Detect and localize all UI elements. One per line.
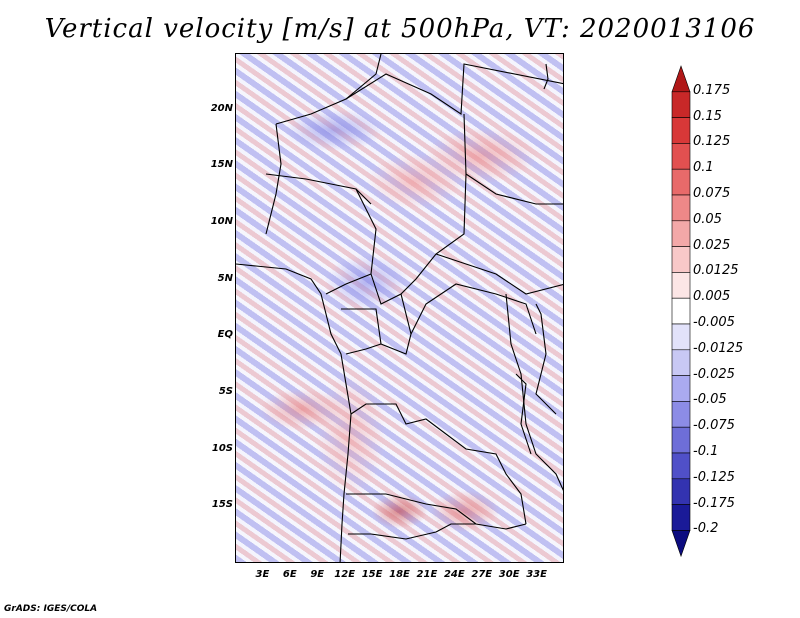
lat-label: 10S	[211, 442, 233, 454]
colorbar-label: 0.025	[693, 237, 731, 253]
colorbar-label: 0.175	[693, 82, 731, 98]
colorbar-label: 0.05	[693, 211, 722, 227]
colorbar-label: -0.05	[693, 392, 727, 408]
lon-label: 21E	[416, 569, 438, 580]
colorbar-label: 0.15	[693, 108, 722, 124]
lon-label: 33E	[526, 569, 547, 580]
colorbar-label: -0.025	[693, 366, 735, 382]
lat-label: 15N	[210, 159, 233, 171]
colorbar-segment	[671, 478, 691, 505]
lat-label: EQ	[217, 329, 233, 341]
colorbar-segment	[671, 143, 691, 170]
colorbar-label: -0.005	[693, 315, 735, 330]
colorbar-label: -0.075	[693, 418, 735, 434]
lon-label: 30E	[498, 569, 520, 580]
colorbar-label: -0.0125	[693, 340, 744, 356]
lon-label: 12E	[334, 569, 356, 580]
colorbar-segment	[671, 246, 691, 273]
colorbar-label: -0.125	[693, 469, 735, 485]
colorbar-segment	[671, 91, 691, 118]
colorbar-segment	[671, 65, 691, 93]
lon-label: 9E	[310, 569, 325, 580]
colorbar-label: -0.1	[693, 444, 719, 459]
colorbar-segment	[671, 426, 691, 454]
colorbar-segment	[671, 375, 691, 402]
colorbar-label: 0.005	[693, 289, 731, 305]
colorbar-label: 0.0125	[693, 263, 739, 279]
lat-label: 5S	[218, 386, 233, 397]
colorbar-label: 0.1	[693, 160, 714, 176]
colorbar-label: -0.175	[693, 495, 735, 511]
lon-label: 15E	[361, 569, 383, 580]
lat-label: 10N	[210, 216, 233, 227]
colorbar	[671, 65, 691, 558]
colorbar-segment	[671, 401, 691, 428]
colorbar-segment	[671, 504, 691, 531]
colorbar-segment	[671, 117, 691, 144]
lon-label: 6E	[282, 569, 297, 580]
colorbar-segment	[671, 297, 691, 325]
colorbar-segment	[671, 194, 691, 222]
colorbar-segment	[671, 323, 691, 351]
colorbar-segment	[671, 272, 691, 299]
colorbar-label: 0.125	[693, 134, 731, 150]
lon-label: 18E	[389, 569, 410, 580]
velocity-map[interactable]	[235, 53, 564, 563]
lon-label: 3E	[255, 569, 270, 580]
grads-credit: GrADS: IGES/COLA	[4, 604, 98, 614]
lon-label: 27E	[471, 569, 493, 580]
country-borders	[236, 54, 563, 562]
colorbar-segment	[671, 349, 691, 376]
colorbar-segment	[671, 530, 691, 558]
lat-label: 5N	[217, 272, 233, 284]
map-title: Vertical velocity [m/s] at 500hPa, VT: 2…	[44, 14, 756, 44]
colorbar-label: -0.2	[693, 521, 719, 537]
colorbar-segment	[671, 452, 691, 480]
colorbar-segment	[671, 220, 691, 247]
lon-label: 24E	[443, 569, 465, 580]
colorbar-label: 0.075	[693, 186, 731, 201]
colorbar-segment	[671, 168, 691, 196]
lat-label: 15S	[211, 499, 233, 511]
lat-label: 20N	[210, 102, 233, 114]
